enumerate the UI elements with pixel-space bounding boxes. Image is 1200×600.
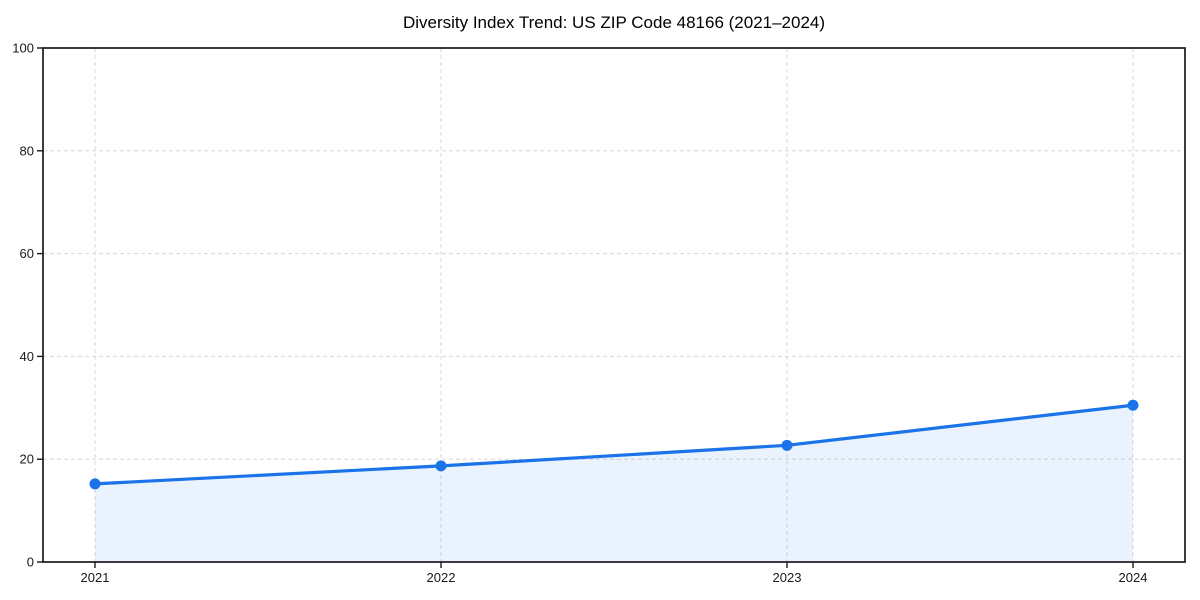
y-tick-label: 20	[20, 452, 34, 467]
y-tick-label: 80	[20, 143, 34, 158]
x-tick-label: 2021	[81, 570, 110, 585]
y-tick-label: 40	[20, 349, 34, 364]
area-fill	[95, 405, 1133, 562]
x-tick-label: 2022	[427, 570, 456, 585]
y-tick-label: 0	[27, 555, 34, 570]
trend-line	[93, 403, 1135, 486]
plot-border	[42, 47, 1186, 563]
x-tick-label: 2024	[1119, 570, 1148, 585]
y-tick-label: 100	[12, 41, 34, 56]
chart-title: Diversity Index Trend: US ZIP Code 48166…	[402, 13, 826, 32]
data-point	[1127, 399, 1139, 411]
data-point	[435, 460, 447, 472]
x-tick-label: 2023	[773, 570, 802, 585]
data-point	[781, 439, 793, 451]
data-point	[89, 478, 101, 490]
y-tick-label: 60	[20, 246, 34, 261]
